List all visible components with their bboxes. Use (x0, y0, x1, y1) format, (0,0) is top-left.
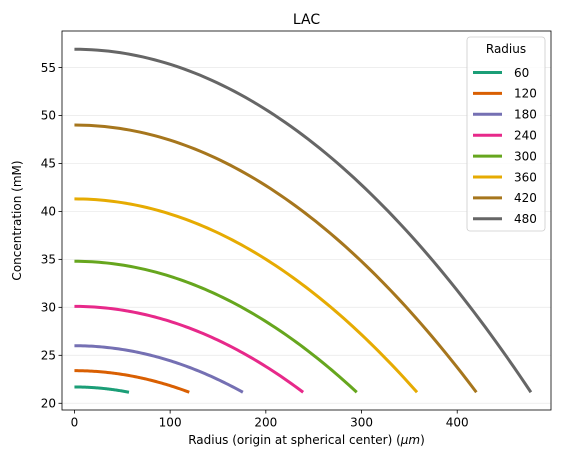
series-line-420 (74, 123, 478, 394)
x-tick-label: 300 (350, 416, 373, 430)
legend-items: 60 120 180 240 300 360 420 480 (473, 66, 537, 226)
y-tick-label: 35 (41, 253, 56, 267)
y-tick-label: 20 (41, 397, 56, 411)
legend-label: 60 (514, 66, 529, 80)
y-axis-ticks: 20 25 30 35 40 45 50 55 (41, 61, 62, 411)
chart-title: LAC (293, 12, 320, 28)
x-axis-label-suffix: ) (420, 433, 425, 447)
x-tick-label: 200 (254, 416, 277, 430)
x-tick-label: 100 (159, 416, 182, 430)
y-tick-label: 50 (41, 109, 56, 123)
legend-label: 240 (514, 129, 537, 143)
legend-label: 480 (514, 212, 537, 226)
y-tick-label: 25 (41, 349, 56, 363)
x-tick-label: 400 (446, 416, 469, 430)
legend-frame (466, 36, 546, 232)
x-axis-label-prefix: Radius (origin at spherical center) ( (188, 433, 401, 447)
legend-label: 180 (514, 108, 537, 122)
y-tick-label: 40 (41, 205, 56, 219)
series-line-240 (74, 304, 305, 394)
x-tick-label: 0 (71, 416, 79, 430)
legend: Radius 60 120 180 240 300 360 420 480 (466, 36, 546, 232)
grid-lines (62, 67, 551, 404)
x-axis-label-unit: μm (400, 433, 420, 447)
legend-label: 120 (514, 87, 537, 101)
legend-title: Radius (486, 42, 526, 56)
series-line-60 (73, 385, 130, 394)
series-line-120 (74, 369, 190, 394)
x-axis-label: Radius (origin at spherical center) (μm) (188, 433, 425, 447)
y-tick-label: 45 (41, 157, 56, 171)
series-lines (73, 47, 533, 394)
x-axis-ticks: 0 100 200 300 400 (71, 410, 469, 430)
series-line-480 (74, 47, 533, 394)
y-tick-label: 30 (41, 301, 56, 315)
legend-label: 420 (514, 191, 537, 205)
y-axis-label: Concentration (mM) (10, 160, 24, 280)
series-line-180 (74, 344, 244, 394)
series-line-360 (74, 197, 419, 394)
legend-label: 360 (514, 170, 537, 184)
y-tick-label: 55 (41, 61, 56, 75)
axes-frame (61, 30, 552, 411)
series-line-300 (74, 259, 358, 394)
legend-label: 300 (514, 149, 537, 163)
